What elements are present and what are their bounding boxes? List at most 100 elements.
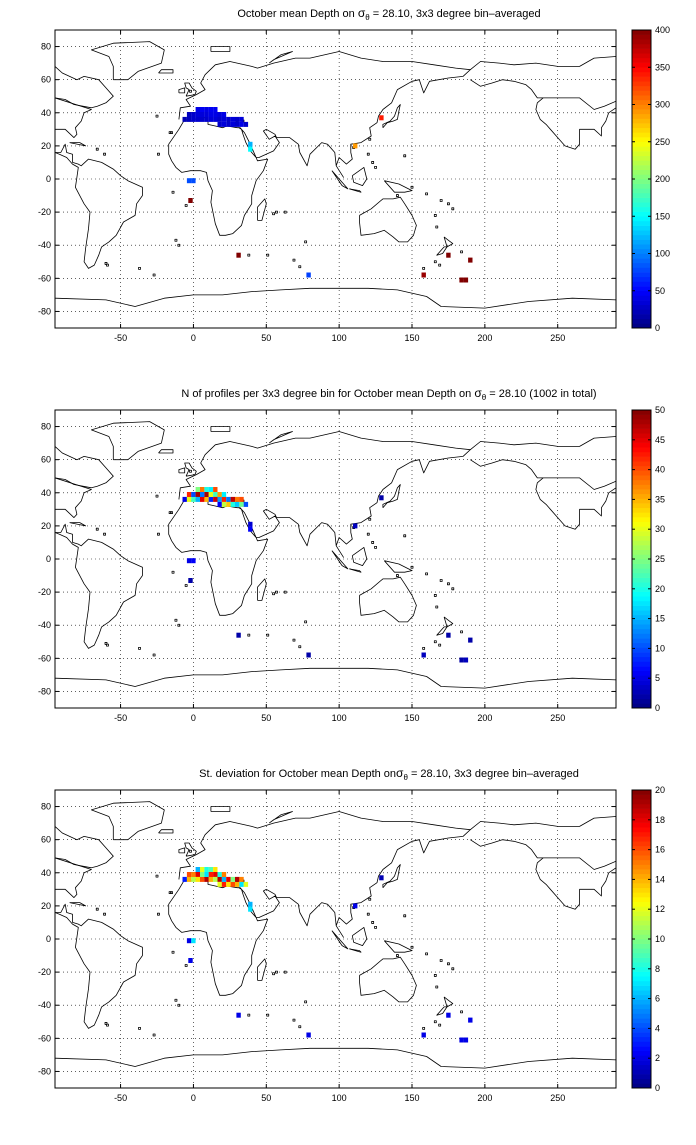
- x-tick-label: 150: [404, 333, 419, 343]
- axis-ticks: -50 0 50 100 150 200 250 -80 -60 -40 -20 0 20 40 60 80: [38, 30, 616, 343]
- data-cell: [459, 657, 464, 663]
- data-cell: [248, 141, 253, 147]
- grid-lines: [55, 410, 616, 708]
- data-cell: [200, 867, 205, 872]
- data-cell: [243, 501, 249, 507]
- x-tick-label: 0: [191, 1093, 196, 1103]
- data-cell: [239, 121, 244, 127]
- coastline-map: [55, 41, 616, 309]
- y-tick-label: -20: [38, 967, 51, 977]
- y-tick-label: -40: [38, 620, 51, 630]
- colorbar-tick-label: 100: [655, 249, 670, 259]
- x-tick-label: 200: [477, 333, 492, 343]
- data-cell: [186, 876, 192, 882]
- colorbar-tick-label: 10: [655, 934, 665, 944]
- y-tick-label: -60: [38, 1033, 51, 1043]
- colorbar-tick-label: 16: [655, 845, 665, 855]
- colorbar-tick-label: 40: [655, 465, 665, 475]
- data-cell: [208, 116, 214, 122]
- data-cell: [248, 526, 253, 532]
- data-cell: [213, 112, 218, 117]
- data-cell: [217, 121, 222, 127]
- data-cell: [221, 496, 227, 502]
- x-tick-label: 200: [477, 1093, 492, 1103]
- data-cell: [248, 901, 253, 907]
- data-cell: [186, 938, 192, 944]
- y-tick-label: 20: [41, 901, 51, 911]
- y-tick-label: -40: [38, 1000, 51, 1010]
- data-cell: [239, 496, 244, 502]
- data-cell: [226, 501, 231, 507]
- data-cell: [230, 876, 235, 882]
- data-cell: [235, 121, 240, 127]
- x-tick-label: 100: [332, 1093, 347, 1103]
- colorbar-tick-label: 15: [655, 614, 665, 624]
- colorbar-tick-label: 12: [655, 904, 665, 914]
- colorbar-tick-label: 0: [655, 703, 660, 713]
- data-cell: [188, 198, 193, 203]
- y-tick-label: 60: [41, 835, 51, 845]
- x-tick-label: 0: [191, 333, 196, 343]
- colorbar-tick-label: 35: [655, 494, 665, 504]
- x-tick-label: 250: [550, 713, 565, 723]
- data-cell: [200, 492, 205, 497]
- y-tick-label: 80: [41, 422, 51, 432]
- data-cell: [226, 881, 231, 887]
- y-tick-label: 60: [41, 75, 51, 85]
- data-cell: [353, 523, 358, 529]
- data-cell: [182, 116, 187, 122]
- data-cell: [226, 116, 231, 122]
- colorbar-tick-label: 50: [655, 405, 665, 415]
- colorbar-tick-label: 0: [655, 1083, 660, 1093]
- data-cells: [182, 107, 473, 283]
- data-cell: [208, 487, 214, 492]
- data-cell: [221, 876, 227, 882]
- x-tick-label: -50: [114, 713, 127, 723]
- data-cell: [217, 492, 222, 497]
- data-cell: [446, 1012, 451, 1018]
- x-tick-label: 100: [332, 333, 347, 343]
- coastline-map: [55, 801, 616, 1069]
- colorbar-tick-label: 14: [655, 874, 665, 884]
- data-cell: [195, 492, 200, 497]
- x-tick-label: -50: [114, 1093, 127, 1103]
- y-tick-label: 80: [41, 802, 51, 812]
- colorbar-tick-label: 300: [655, 100, 670, 110]
- data-cell: [421, 272, 426, 278]
- axis-ticks: -50 0 50 100 150 200 250 -80 -60 -40 -20 0 20 40 60 80: [38, 790, 616, 1103]
- colorbar-tick-label: 25: [655, 554, 665, 564]
- data-cell: [191, 938, 196, 944]
- data-cell: [195, 112, 200, 117]
- data-cell: [200, 496, 205, 502]
- data-cell: [217, 496, 222, 502]
- data-cell: [236, 252, 241, 258]
- data-cell: [235, 881, 240, 887]
- data-cell: [230, 116, 235, 122]
- panel-mean-depth: October mean Depth on σθ = 28.10, 3x3 de…: [0, 0, 696, 380]
- x-tick-label: 50: [261, 333, 271, 343]
- colorbar-tick-label: 30: [655, 524, 665, 534]
- data-cell: [239, 881, 244, 887]
- colorbar-tick-label: 4: [655, 1023, 660, 1033]
- colorbar-tick-label: 400: [655, 25, 670, 35]
- chart-title: October mean Depth on σθ = 28.10, 3x3 de…: [237, 6, 540, 22]
- data-cell: [353, 903, 358, 909]
- data-cell: [239, 116, 244, 122]
- chart-profile-count: N of profiles per 3x3 degree bin for Oct…: [38, 386, 665, 723]
- data-cell: [226, 876, 231, 882]
- chart-title: N of profiles per 3x3 degree bin for Oct…: [181, 386, 596, 402]
- data-cell: [195, 116, 200, 122]
- colorbar-tick-label: 5: [655, 673, 660, 683]
- data-cell: [230, 881, 235, 887]
- data-cell: [186, 116, 192, 122]
- data-cell: [236, 1012, 241, 1018]
- y-tick-label: 40: [41, 488, 51, 498]
- data-cell: [204, 116, 209, 122]
- data-cell: [213, 872, 218, 877]
- x-tick-label: 50: [261, 1093, 271, 1103]
- x-tick-label: -50: [114, 333, 127, 343]
- data-cell: [243, 881, 249, 887]
- data-cell: [235, 876, 240, 882]
- data-cell: [204, 872, 209, 877]
- data-cell: [468, 637, 473, 643]
